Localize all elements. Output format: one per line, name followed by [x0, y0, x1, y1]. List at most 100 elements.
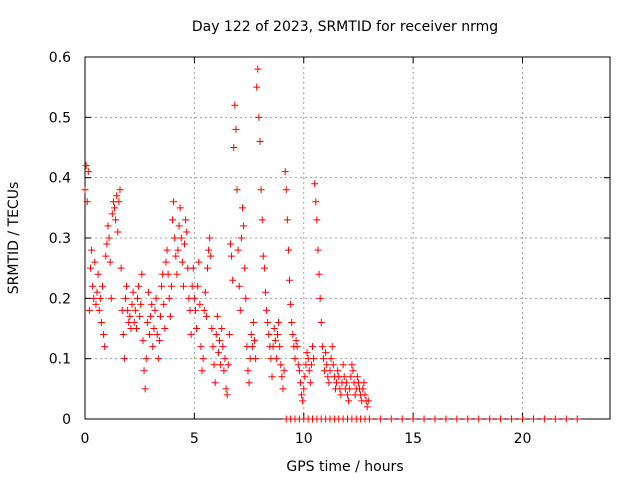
- data-point: [226, 240, 234, 248]
- data-point: [181, 240, 189, 248]
- data-point: [208, 325, 216, 332]
- data-point: [365, 415, 373, 423]
- data-point: [237, 234, 245, 242]
- data-point: [257, 186, 265, 194]
- data-point: [300, 385, 308, 393]
- data-point: [551, 415, 559, 423]
- data-point: [140, 367, 148, 375]
- data-point: [286, 276, 294, 284]
- data-point: [236, 306, 244, 314]
- data-point: [213, 312, 221, 320]
- data-point: [261, 288, 269, 296]
- data-point: [253, 83, 261, 91]
- data-point: [190, 294, 198, 302]
- x-tick-label: 15: [404, 431, 422, 447]
- data-point: [319, 355, 327, 363]
- data-point: [235, 282, 243, 290]
- data-point: [348, 361, 356, 369]
- y-tick-labels: 0 0.1 0.2 0.3 0.4 0.5 0.6: [49, 50, 71, 428]
- data-point: [143, 318, 151, 326]
- data-point: [113, 192, 121, 200]
- data-point: [182, 216, 190, 224]
- data-point: [234, 246, 242, 254]
- data-point: [387, 415, 395, 423]
- data-point: [158, 282, 166, 290]
- data-point: [225, 331, 233, 339]
- data-point: [228, 252, 236, 260]
- data-point: [307, 361, 315, 369]
- data-point: [194, 282, 202, 290]
- data-point: [93, 288, 101, 296]
- x-tick-label: 0: [81, 431, 90, 447]
- data-point: [282, 186, 290, 194]
- data-point: [195, 258, 203, 266]
- data-point: [345, 397, 353, 405]
- data-point: [229, 276, 237, 284]
- data-point: [92, 300, 100, 308]
- data-point: [316, 294, 324, 302]
- data-points: [81, 65, 581, 423]
- data-point: [150, 325, 158, 332]
- data-point: [256, 137, 264, 145]
- data-point: [85, 306, 93, 314]
- data-point: [130, 318, 138, 326]
- data-point: [219, 343, 227, 351]
- data-point: [218, 325, 226, 332]
- data-point: [144, 288, 152, 296]
- data-point: [241, 264, 249, 272]
- data-point: [233, 186, 241, 194]
- data-point: [189, 264, 197, 272]
- data-point: [288, 318, 296, 326]
- data-point: [339, 361, 347, 369]
- data-point: [129, 288, 137, 296]
- data-point: [280, 367, 288, 375]
- data-point: [105, 234, 113, 242]
- data-point: [199, 355, 207, 363]
- data-point: [147, 312, 155, 320]
- data-point: [176, 204, 184, 212]
- x-axis-label: GPS time / hours: [286, 459, 403, 475]
- data-point: [217, 361, 225, 369]
- data-point: [260, 264, 268, 272]
- data-point: [305, 367, 313, 375]
- data-point: [287, 300, 295, 308]
- data-point: [283, 216, 291, 224]
- data-point: [204, 264, 211, 272]
- data-point: [160, 300, 168, 308]
- y-tick-label: 0.4: [49, 171, 71, 187]
- data-point: [201, 288, 209, 296]
- data-point: [163, 246, 171, 254]
- data-point: [364, 397, 372, 405]
- data-point: [340, 373, 348, 381]
- data-point: [146, 331, 154, 339]
- data-point: [196, 300, 204, 308]
- axis-ticks: [84, 56, 610, 420]
- data-point: [172, 252, 180, 260]
- data-point: [165, 294, 173, 302]
- data-point: [90, 294, 98, 302]
- data-point: [206, 234, 214, 242]
- data-point: [431, 415, 439, 423]
- data-point: [175, 222, 183, 230]
- data-point: [347, 373, 355, 381]
- data-point: [301, 373, 309, 381]
- data-point: [151, 306, 159, 314]
- chart-title: Day 122 of 2023, SRMTID for receiver nrm…: [192, 19, 498, 35]
- data-point: [497, 415, 505, 423]
- data-point: [116, 186, 124, 194]
- data-point: [249, 318, 257, 326]
- data-point: [167, 282, 175, 290]
- data-point: [278, 373, 286, 381]
- data-point: [231, 101, 239, 109]
- data-point: [289, 331, 297, 339]
- data-point: [108, 210, 116, 218]
- data-point: [310, 355, 318, 363]
- data-point: [313, 216, 321, 224]
- data-point: [211, 379, 219, 387]
- data-point: [264, 318, 272, 326]
- data-point: [272, 355, 280, 363]
- data-point: [216, 337, 224, 345]
- data-point: [183, 228, 191, 236]
- data-point: [291, 355, 299, 363]
